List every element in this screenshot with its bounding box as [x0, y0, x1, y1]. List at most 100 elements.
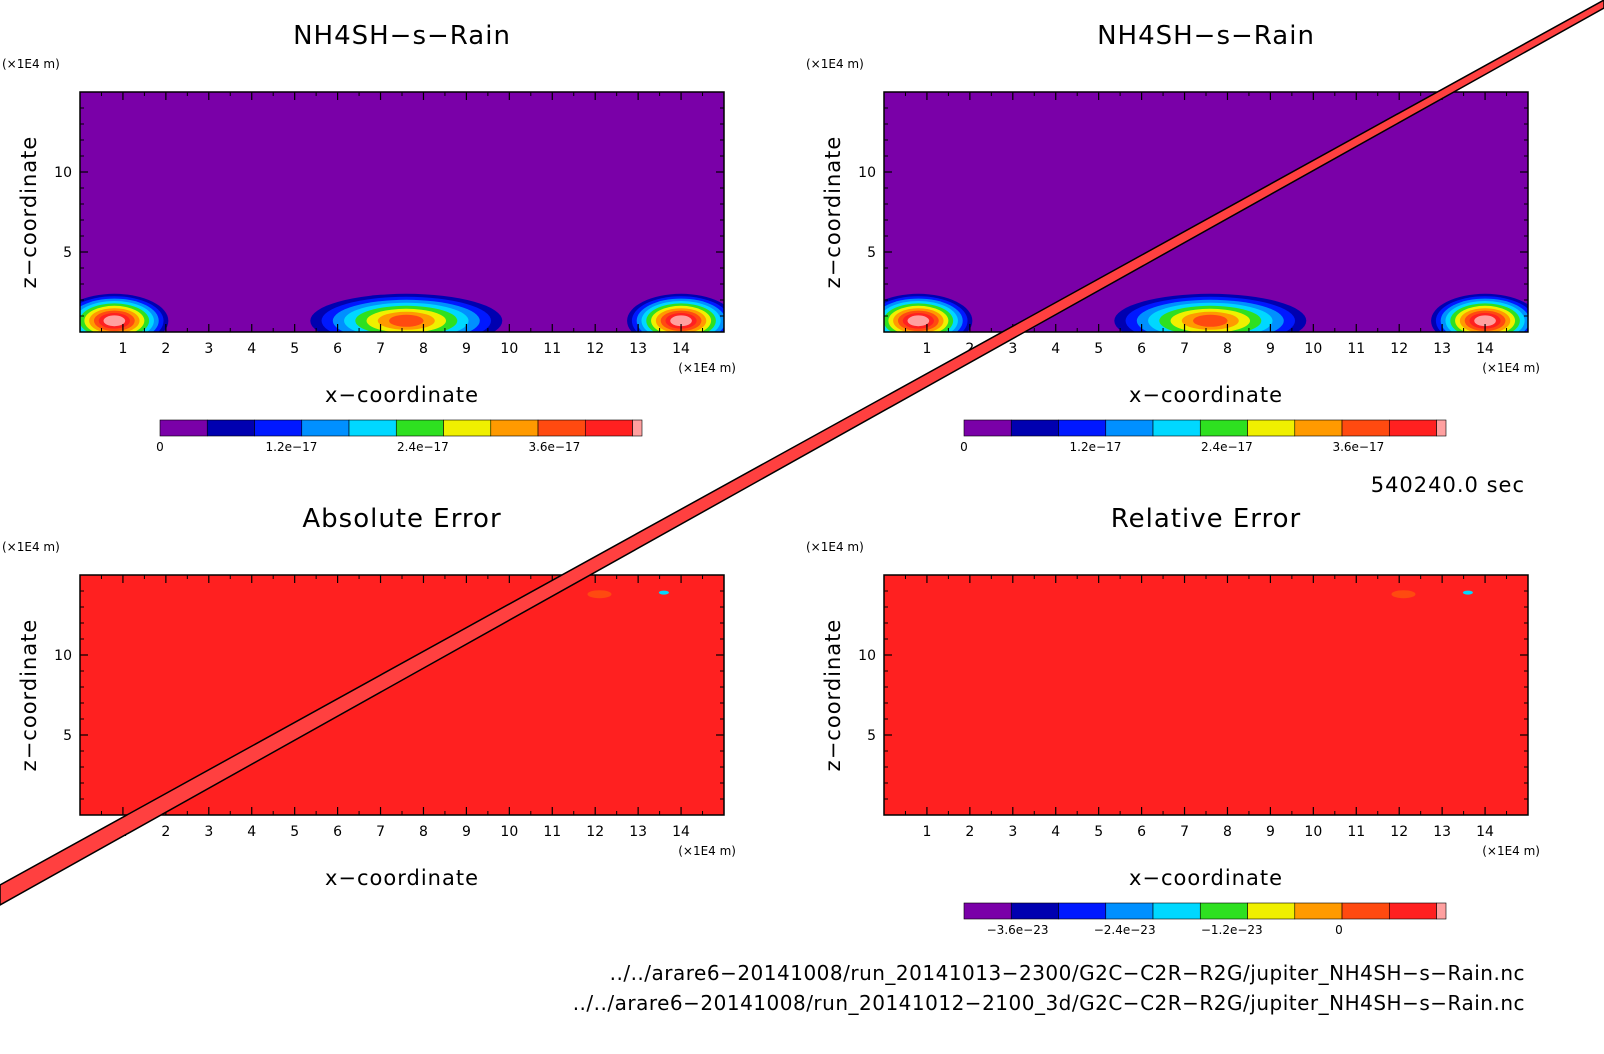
colorbar-swatch-1 [963, 902, 1012, 920]
x-tick-label-3: 3 [204, 341, 213, 357]
colorbar-swatch-10 [584, 419, 633, 437]
colorbar-label-4: 3.6e−17 [1332, 440, 1384, 454]
x-tick-label-13: 13 [629, 824, 647, 840]
chart-panel-3: 1234567891011121314510Absolute Error(×1E… [2, 504, 736, 890]
y-tick-label-10: 10 [54, 648, 72, 664]
colorbar-label-1: −3.6e−23 [987, 923, 1049, 937]
contour-spot-2 [658, 590, 669, 595]
colorbar-swatch-6 [1199, 419, 1248, 437]
x-tick-label-13: 13 [1433, 341, 1451, 357]
x-tick-label-7: 7 [376, 341, 385, 357]
panel-title: NH4SH−s−Rain [293, 21, 511, 51]
x-tick-label-4: 4 [1051, 341, 1060, 357]
file-path-1: ../../arare6−20141008/run_20141013−2300/… [610, 961, 1525, 985]
contour-blob-2-level-8 [1193, 314, 1228, 327]
x-tick-label-14: 14 [672, 824, 690, 840]
contour-spot-1 [1391, 590, 1416, 599]
colorbar: 0 1.2e−17 2.4e−17 3.6e−17 [960, 419, 1447, 454]
x-tick-label-3: 3 [1008, 824, 1017, 840]
x-tick-label-5: 5 [290, 341, 299, 357]
x-tick-label-11: 11 [1347, 824, 1365, 840]
colorbar-label-3: 2.4e−17 [1201, 440, 1253, 454]
x-tick-label-9: 9 [1266, 824, 1275, 840]
colorbar-swatch-9 [1341, 902, 1390, 920]
colorbar-swatch-6 [395, 419, 444, 437]
y-axis-title: z−coordinate [17, 136, 41, 289]
x-tick-label-10: 10 [1304, 824, 1322, 840]
x-tick-label-9: 9 [1266, 341, 1275, 357]
x-tick-label-7: 7 [1180, 341, 1189, 357]
colorbar-swatch-4 [301, 419, 350, 437]
y-axis-title: z−coordinate [17, 619, 41, 772]
colorbar-swatch-10 [1388, 419, 1437, 437]
x-tick-label-14: 14 [1476, 341, 1494, 357]
x-tick-label-6: 6 [333, 824, 342, 840]
x-tick-label-14: 14 [672, 341, 690, 357]
x-tick-label-6: 6 [1137, 341, 1146, 357]
x-tick-label-6: 6 [1137, 824, 1146, 840]
x-tick-label-12: 12 [1390, 341, 1408, 357]
x-tick-label-8: 8 [419, 341, 428, 357]
y-unit-label: (×1E4 m) [806, 57, 864, 71]
colorbar-swatch-9 [1341, 419, 1390, 437]
colorbar-swatch-9 [537, 419, 586, 437]
x-tick-label-1: 1 [922, 824, 931, 840]
x-unit-label: (×1E4 m) [1482, 844, 1540, 858]
panel-title: Absolute Error [302, 504, 501, 534]
colorbar-label-4: 3.6e−17 [528, 440, 580, 454]
colorbar: 0 1.2e−17 2.4e−17 3.6e−17 [156, 419, 643, 454]
x-tick-label-9: 9 [462, 341, 471, 357]
contour-group [587, 590, 669, 599]
colorbar-swatch-5 [1152, 902, 1201, 920]
x-tick-label-10: 10 [500, 824, 518, 840]
colorbar-swatch-7 [1247, 419, 1296, 437]
x-tick-label-8: 8 [1223, 341, 1232, 357]
colorbar-label-1: 0 [960, 440, 968, 454]
field-background [80, 92, 724, 332]
x-tick-label-2: 2 [161, 341, 170, 357]
x-tick-label-2: 2 [965, 341, 974, 357]
field-background [80, 575, 724, 815]
contour-blob-2-level-8 [389, 314, 424, 327]
x-tick-label-3: 3 [204, 824, 213, 840]
x-unit-label: (×1E4 m) [678, 361, 736, 375]
colorbar-swatch-11 [632, 419, 643, 437]
panel-title: NH4SH−s−Rain [1097, 21, 1315, 51]
contour-group [80, 293, 724, 332]
chart-panel-2: 1 2 3 4 5 6 7 8 9 10 11 12 13 14510NH4SH−s−Rain(×1E4 … [806, 21, 1540, 454]
x-tick-label-3: 3 [1008, 341, 1017, 357]
colorbar: −3.6e−23 −2.4e−23 −1.2e−23 0 [963, 902, 1447, 937]
x-tick-label-5: 5 [290, 824, 299, 840]
colorbar-swatch-4 [1105, 902, 1154, 920]
chart-panel-1: 1 2 3 4 5 6 7 8 9 10 11 12 13 14510NH4SH−s−Rain(×1E4 … [2, 21, 736, 454]
colorbar-label-1: 0 [156, 440, 164, 454]
field-background [884, 575, 1528, 815]
x-tick-label-2: 2 [161, 824, 170, 840]
x-tick-label-11: 11 [1347, 341, 1365, 357]
x-tick-label-8: 8 [419, 824, 428, 840]
colorbar-swatch-11 [1436, 419, 1447, 437]
colorbar-label-3: 2.4e−17 [397, 440, 449, 454]
x-tick-label-5: 5 [1094, 824, 1103, 840]
diagonal-stripe [0, 0, 1604, 906]
x-tick-label-14: 14 [1476, 824, 1494, 840]
colorbar-swatch-1 [963, 419, 1012, 437]
y-axis-title: z−coordinate [821, 619, 845, 772]
y-tick-label-5: 5 [867, 245, 876, 261]
y-tick-label-10: 10 [858, 648, 876, 664]
x-axis-title: x−coordinate [325, 383, 479, 407]
x-tick-label-9: 9 [462, 824, 471, 840]
x-tick-label-2: 2 [965, 824, 974, 840]
y-axis-title: z−coordinate [821, 136, 845, 289]
colorbar-label-2: 1.2e−17 [1070, 440, 1122, 454]
colorbar-swatch-5 [348, 419, 397, 437]
x-tick-label-7: 7 [376, 824, 385, 840]
colorbar-swatch-3 [254, 419, 303, 437]
panel-title: Relative Error [1111, 504, 1302, 534]
colorbar-swatch-10 [1388, 902, 1437, 920]
x-tick-label-8: 8 [1223, 824, 1232, 840]
colorbar-swatch-8 [1294, 419, 1343, 437]
colorbar-swatch-1 [159, 419, 208, 437]
contour-blob-1-level-10 [103, 315, 126, 327]
